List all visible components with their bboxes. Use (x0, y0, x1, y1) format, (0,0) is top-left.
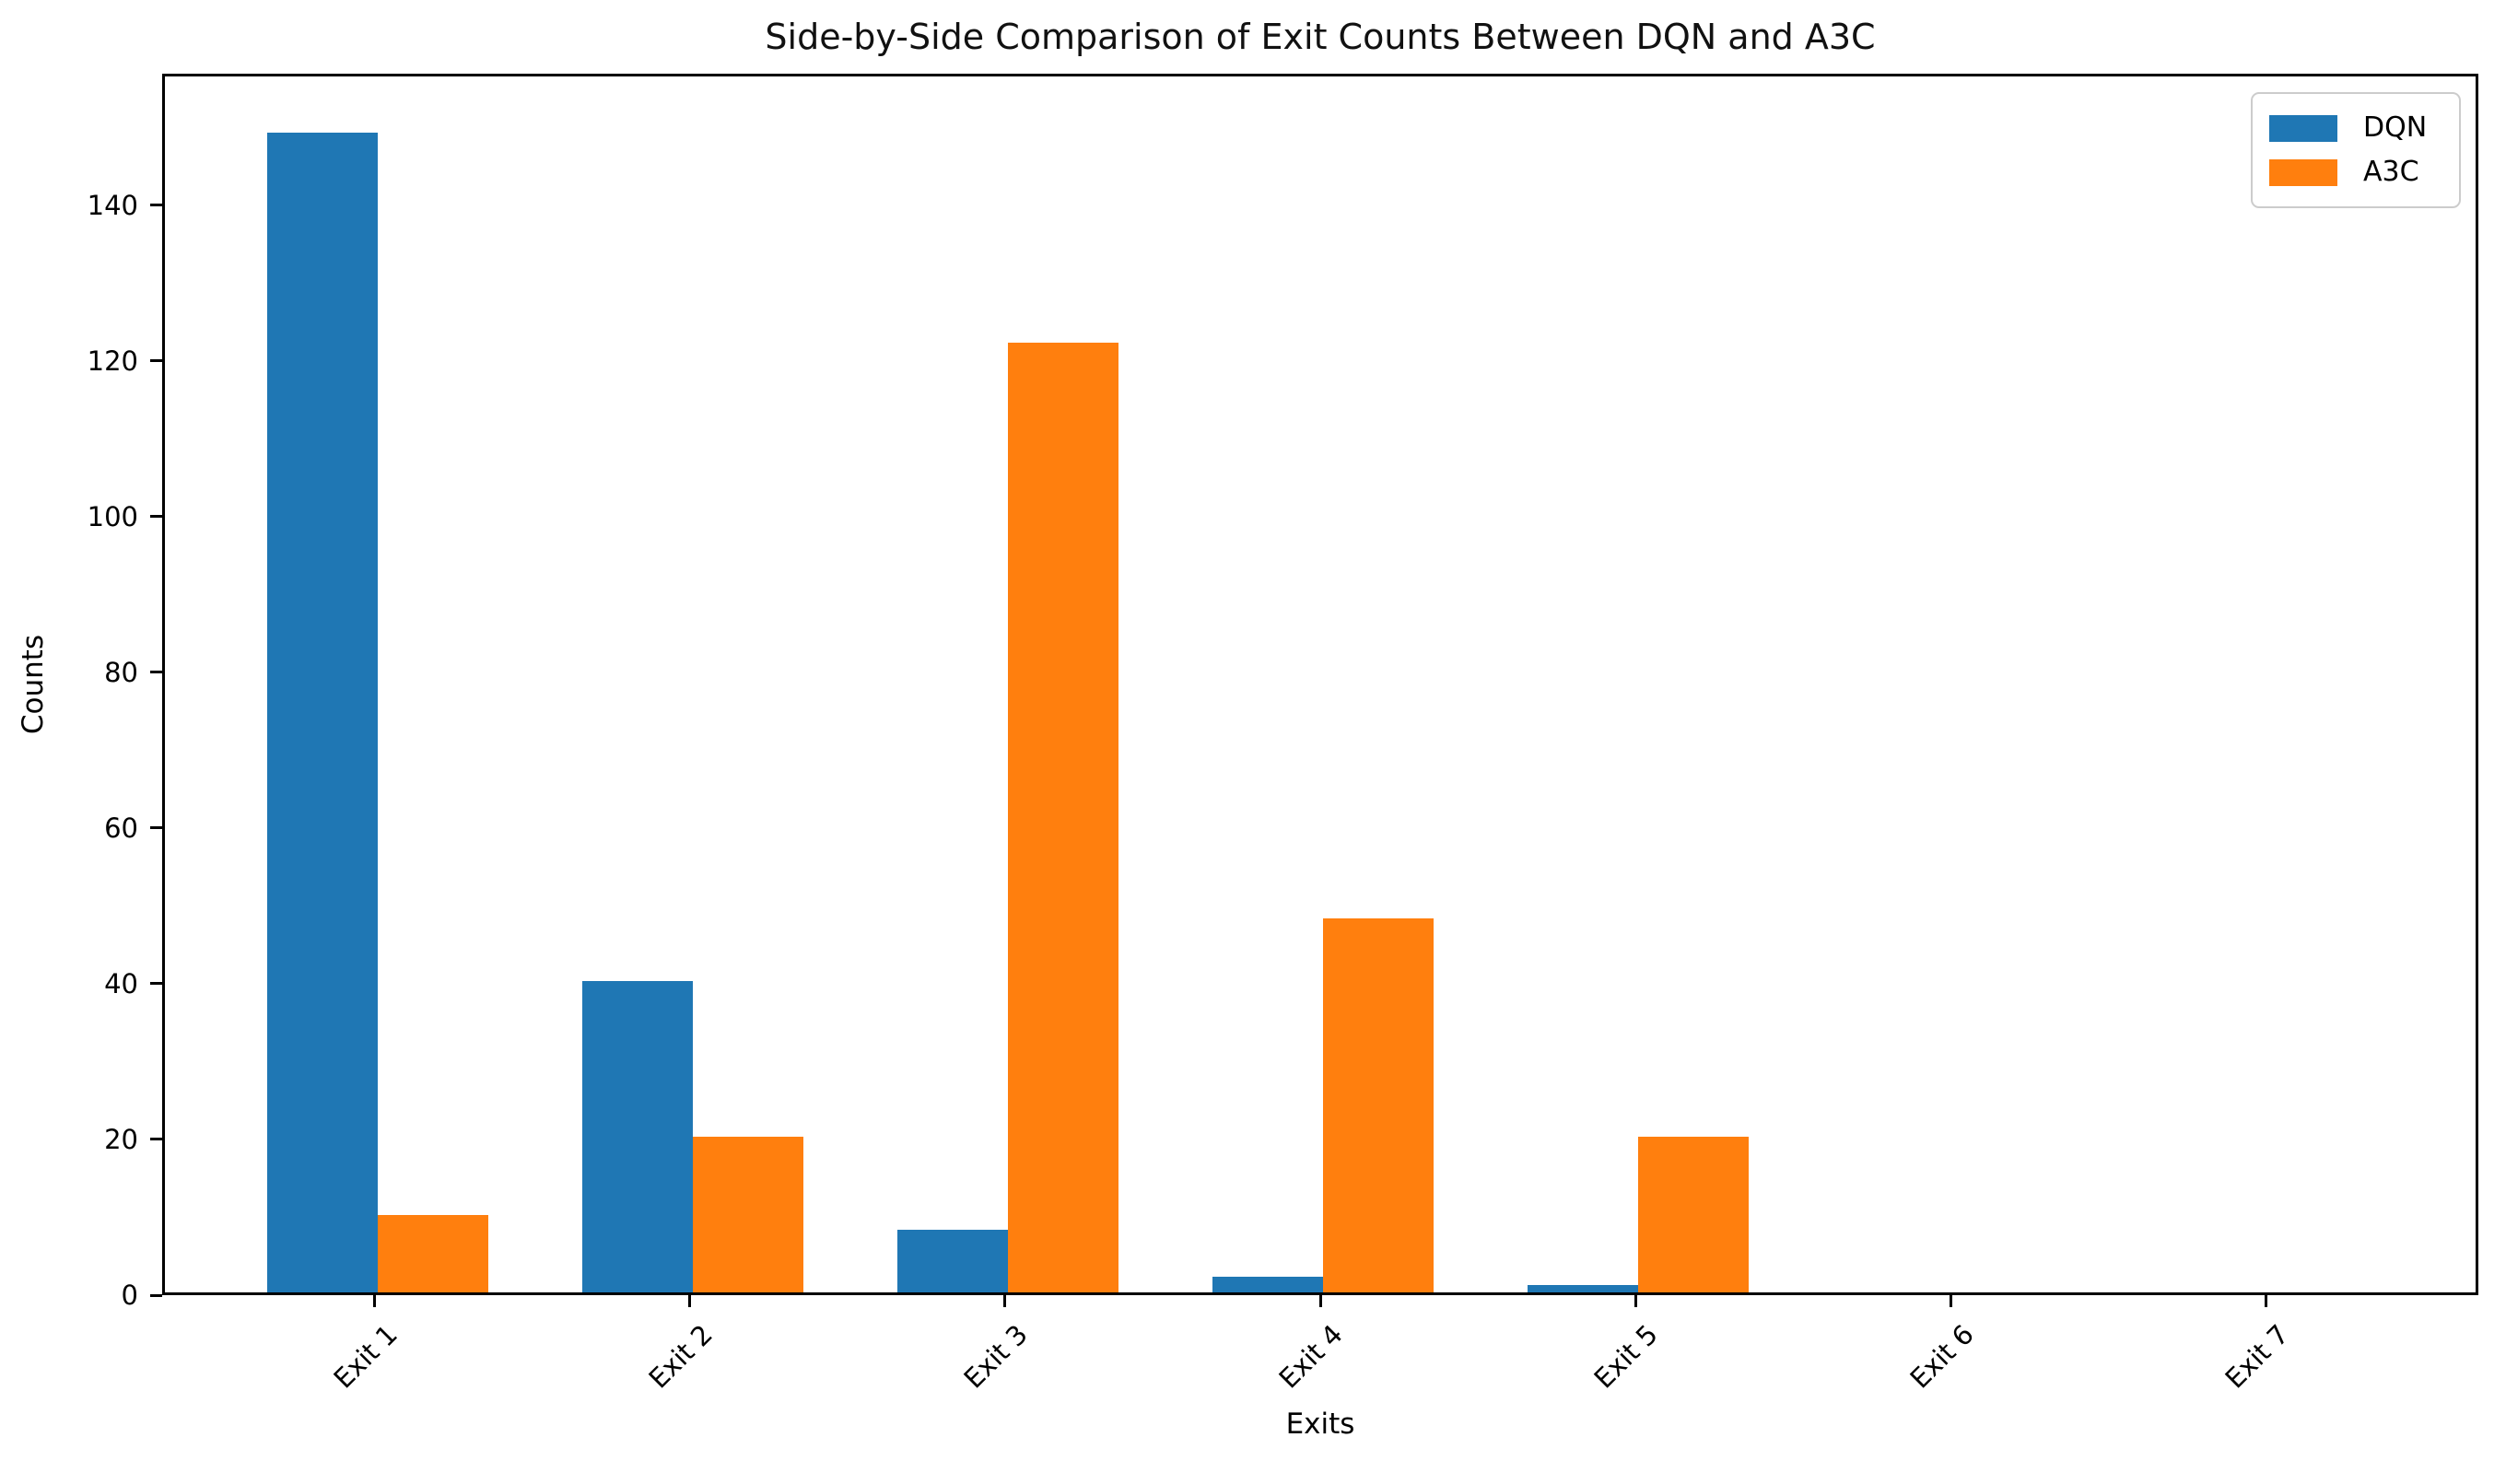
legend-entry-a3c: A3C (2269, 157, 2442, 188)
x-tick-label-exit-4: Exit 4 (1272, 1318, 1350, 1395)
x-tick-label-exit-1: Exit 1 (327, 1318, 404, 1395)
y-tick-mark-100 (150, 515, 162, 519)
legend-swatch-dqn-icon (2269, 114, 2337, 142)
bar-dqn-exit-2 (582, 981, 693, 1292)
y-tick-label-20: 20 (104, 1123, 138, 1155)
bar-dqn-exit-5 (1528, 1284, 1638, 1292)
y-tick-label-60: 60 (104, 812, 138, 844)
bar-a3c-exit-3 (1008, 342, 1118, 1292)
x-tick-mark-exit-6 (1949, 1295, 1952, 1307)
legend-label-dqn: DQN (2363, 111, 2428, 144)
x-tick-label-exit-7: Exit 7 (2219, 1318, 2295, 1395)
legend-entry-dqn: DQN (2269, 112, 2442, 144)
chart-title: Side-by-Side Comparison of Exit Counts B… (765, 17, 1876, 57)
x-tick-mark-exit-7 (2264, 1295, 2267, 1307)
x-tick-mark-exit-4 (1318, 1295, 1322, 1307)
y-tick-mark-20 (150, 1138, 162, 1141)
y-tick-label-80: 80 (104, 656, 138, 688)
y-tick-mark-140 (150, 204, 162, 207)
x-tick-mark-exit-5 (1634, 1295, 1637, 1307)
y-tick-label-0: 0 (121, 1280, 138, 1311)
y-tick-mark-120 (150, 359, 162, 363)
bar-a3c-exit-5 (1638, 1137, 1749, 1292)
bar-a3c-exit-1 (377, 1214, 488, 1292)
legend: DQN A3C (2251, 92, 2461, 208)
y-tick-label-100: 100 (87, 500, 138, 532)
bar-dqn-exit-1 (267, 132, 378, 1292)
bar-a3c-exit-2 (692, 1137, 803, 1292)
x-tick-label-exit-5: Exit 5 (1587, 1318, 1665, 1395)
x-tick-label-exit-6: Exit 6 (1903, 1318, 1980, 1395)
x-tick-mark-exit-3 (1003, 1295, 1007, 1307)
y-tick-label-140: 140 (87, 189, 138, 221)
x-tick-mark-exit-1 (373, 1295, 377, 1307)
x-axis-title: Exits (1285, 1408, 1355, 1441)
y-tick-mark-40 (150, 982, 162, 986)
bar-a3c-exit-4 (1323, 918, 1434, 1292)
x-tick-label-exit-2: Exit 2 (642, 1318, 720, 1395)
y-tick-label-120: 120 (87, 345, 138, 377)
legend-label-a3c: A3C (2363, 156, 2419, 188)
bar-dqn-exit-4 (1212, 1277, 1323, 1292)
legend-swatch-a3c-icon (2269, 158, 2337, 186)
x-tick-label-exit-3: Exit 3 (957, 1318, 1035, 1395)
y-tick-label-40: 40 (104, 967, 138, 999)
y-tick-mark-0 (150, 1293, 162, 1297)
plot-area (162, 74, 2478, 1295)
y-tick-mark-80 (150, 671, 162, 674)
x-tick-mark-exit-2 (688, 1295, 692, 1307)
y-tick-mark-60 (150, 826, 162, 830)
bar-dqn-exit-3 (897, 1230, 1008, 1292)
